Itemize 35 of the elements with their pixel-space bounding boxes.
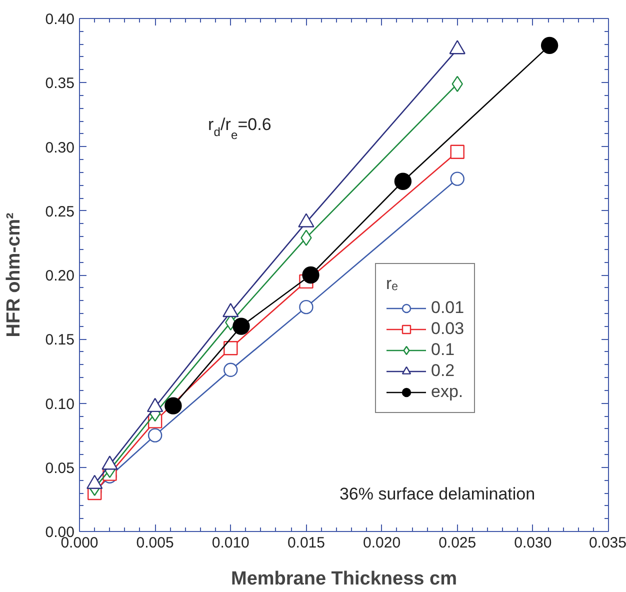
- y-tick-label: 0.30: [45, 139, 75, 156]
- x-tick-label: 0.020: [363, 534, 401, 552]
- x-tick-label: 0.035: [588, 534, 626, 552]
- x-tick-label: 0.015: [287, 534, 325, 552]
- point: [299, 300, 314, 314]
- x-tick-label: 0.025: [438, 534, 476, 552]
- point: [224, 362, 238, 377]
- point: [540, 36, 558, 54]
- y-tick-label: 0.15: [45, 332, 75, 349]
- y-tick-label: 0.10: [45, 396, 75, 413]
- point: [394, 172, 412, 190]
- point: [302, 266, 320, 284]
- y-axis-title: HFR ohm-cm²: [3, 212, 24, 338]
- x-tick-label: 0.030: [514, 534, 552, 552]
- point: [164, 397, 182, 414]
- annotation: 36% surface delamination: [339, 484, 536, 504]
- y-tick-label: 0.25: [45, 203, 75, 220]
- point: [148, 428, 162, 442]
- x-tick-label: 0.010: [212, 534, 250, 552]
- legend-label: 0.1: [431, 340, 455, 360]
- legend-label: 0.01: [431, 298, 464, 318]
- x-tick-label: 0.005: [136, 534, 174, 552]
- legend-label: 0.03: [431, 319, 464, 339]
- y-tick-label: 0.35: [45, 75, 75, 92]
- point: [450, 144, 464, 159]
- point: [450, 172, 464, 186]
- legend-title: rₑ: [386, 274, 399, 294]
- point: [232, 318, 250, 335]
- point: [224, 341, 238, 356]
- y-tick-label: 0.05: [45, 460, 75, 477]
- y-tick-label: 0.20: [45, 268, 75, 284]
- x-axis-title: Membrane Thickness cm: [231, 568, 457, 590]
- legend-label: 0.2: [431, 361, 455, 381]
- legend-label: exp.: [431, 382, 464, 402]
- y-tick-label: 0.40: [45, 11, 75, 28]
